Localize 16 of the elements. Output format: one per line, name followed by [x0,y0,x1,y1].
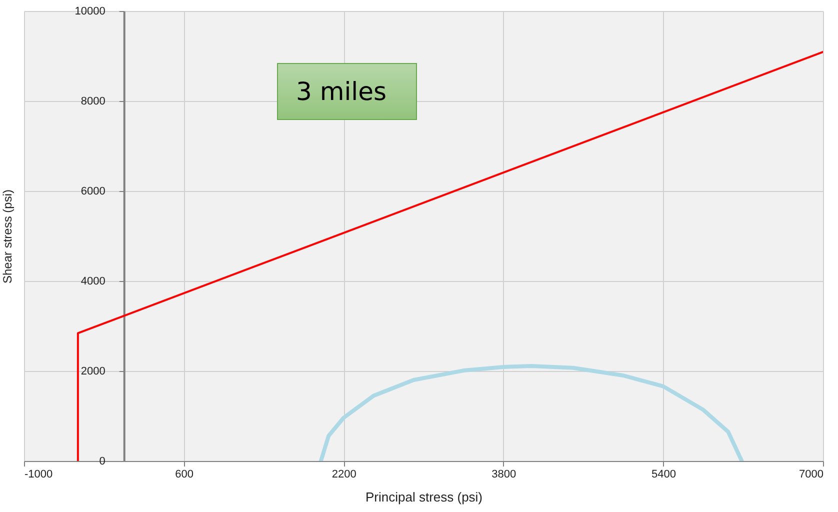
line-series [318,364,744,461]
y-tick-label: 4000 [80,276,106,288]
x-tick-label: 3800 [492,468,516,480]
y-tick-label: 2000 [80,366,106,378]
y-tick-label: 8000 [80,96,106,108]
y-axis-title: Shear stress (psi) [0,189,14,284]
x-axis-title: Principal stress (psi) [365,490,483,504]
x-tick-label: 5400 [651,468,676,480]
y-tick-label: 0 [99,456,106,468]
x-tick-label: 2200 [332,468,356,480]
y-tick-label: 10000 [74,6,106,18]
x-tick-label: 7000 [799,468,824,480]
y-tick-label: 6000 [80,186,106,198]
x-tick-label: -1000 [24,468,53,480]
x-tick-label: 600 [175,468,194,480]
note-box: 3 miles [277,63,417,120]
